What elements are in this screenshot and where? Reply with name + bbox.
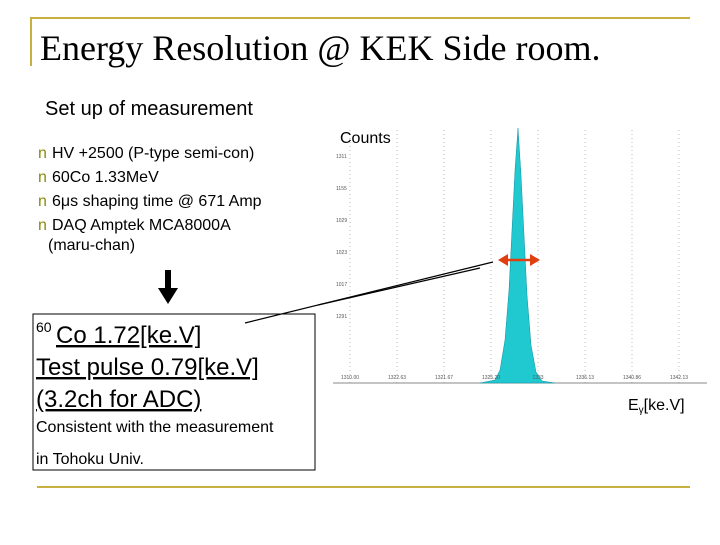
pointer-line — [317, 267, 481, 306]
bullet-marker: n — [38, 169, 47, 186]
result-box — [32, 313, 316, 471]
adc-line: (3.2ch for ADC) — [36, 386, 201, 413]
x-tick-label: 1322.63 — [388, 375, 406, 381]
y-tick-label: 1023 — [336, 250, 347, 256]
y-tick-label: 1311 — [336, 154, 347, 160]
y-tick-label: 1017 — [336, 282, 347, 288]
bullet-marker: n — [38, 145, 47, 162]
down-arrow-head — [158, 288, 178, 304]
bullet-marker: n — [38, 193, 47, 210]
x-tick-label: 1333 — [532, 375, 543, 381]
x-label-unit: [ke.V] — [644, 397, 685, 414]
y-tick-label: 1155 — [336, 186, 347, 192]
y-tick-label: 1029 — [336, 218, 347, 224]
subtitle: Set up of measurement — [45, 98, 253, 120]
spectrum-peak — [479, 127, 556, 384]
x-label-sub: γ — [639, 405, 644, 416]
x-label-main: E — [628, 397, 639, 414]
y-tick-label: 1291 — [336, 314, 347, 320]
bullet-list: n HV +2500 (P-type semi-con) n 60Co 1.33MeV… — [38, 145, 262, 234]
fwhm-arrow-head — [530, 254, 540, 266]
x-tick-label: 1336.13 — [576, 375, 594, 381]
isotope-line: Co 1.72[ke.V] — [56, 322, 201, 349]
pulse-line: Test pulse 0.79[ke.V] — [36, 354, 259, 381]
bullet-note: (maru-chan) — [48, 237, 135, 254]
pointer-line — [244, 261, 494, 324]
tick-labels: 1310.00 1322.63 1321.67 1325.20 1333 1336.13 1… — [336, 154, 688, 381]
bullet-text: 6μs shaping time @ 671 Amp — [52, 193, 262, 210]
fwhm-arrow-head — [498, 254, 508, 266]
x-tick-label: 1342.13 — [670, 375, 688, 381]
x-tick-label: 1310.00 — [341, 375, 359, 381]
isotope-mass: 60 — [36, 319, 52, 335]
bullet-text: DAQ Amptek MCA8000A — [52, 217, 231, 234]
bullet-text: 60Co 1.33MeV — [52, 169, 159, 186]
x-tick-label: 1321.67 — [435, 375, 453, 381]
note-line: in Tohoku Univ. — [36, 451, 144, 468]
x-tick-label: 1325.20 — [482, 375, 500, 381]
note-line: Consistent with the measurement — [36, 419, 274, 436]
x-axis-label: Eγ[ke.V] — [628, 397, 685, 416]
bullet-text: HV +2500 (P-type semi-con) — [52, 145, 254, 162]
bullet-marker: n — [38, 217, 47, 234]
x-tick-label: 1340.86 — [623, 375, 641, 381]
y-axis-label: Counts — [340, 130, 391, 147]
slide-title: Energy Resolution @ KEK Side room. — [40, 28, 600, 68]
